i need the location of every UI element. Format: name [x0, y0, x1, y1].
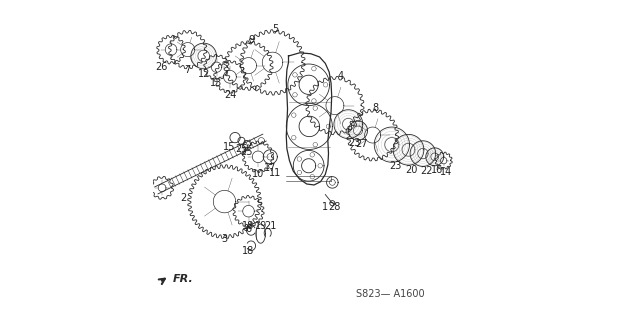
Text: 13: 13 — [211, 77, 222, 88]
Text: 5: 5 — [272, 24, 279, 34]
Text: 28: 28 — [329, 202, 341, 212]
Text: 16: 16 — [431, 165, 443, 175]
Text: 8: 8 — [372, 103, 379, 113]
Text: 15: 15 — [222, 141, 235, 152]
Text: 6: 6 — [246, 224, 251, 234]
Text: 23: 23 — [389, 161, 401, 172]
Text: 12: 12 — [198, 68, 210, 79]
Text: 2: 2 — [180, 193, 186, 203]
Text: 27: 27 — [355, 139, 367, 149]
Text: 1: 1 — [322, 202, 328, 212]
Text: S823— A1600: S823— A1600 — [356, 289, 424, 300]
Text: 21: 21 — [265, 220, 277, 231]
Text: 9: 9 — [249, 35, 255, 45]
Text: 22: 22 — [420, 166, 432, 176]
Text: 7: 7 — [184, 65, 191, 76]
Text: 14: 14 — [440, 167, 452, 177]
Text: 25: 25 — [235, 144, 248, 154]
Text: 4: 4 — [338, 71, 344, 81]
Text: 20: 20 — [406, 164, 418, 175]
Text: 24: 24 — [224, 90, 236, 100]
Text: 11: 11 — [269, 168, 281, 178]
Text: 18: 18 — [242, 246, 254, 256]
Text: FR.: FR. — [173, 274, 193, 284]
Text: 26: 26 — [155, 62, 168, 72]
Text: 25: 25 — [241, 147, 253, 157]
Text: 23: 23 — [348, 138, 360, 148]
Text: 10: 10 — [252, 169, 264, 180]
Text: 17: 17 — [264, 163, 276, 173]
Text: 19: 19 — [255, 220, 268, 231]
Text: 3: 3 — [221, 234, 228, 244]
Text: 18: 18 — [242, 220, 254, 231]
